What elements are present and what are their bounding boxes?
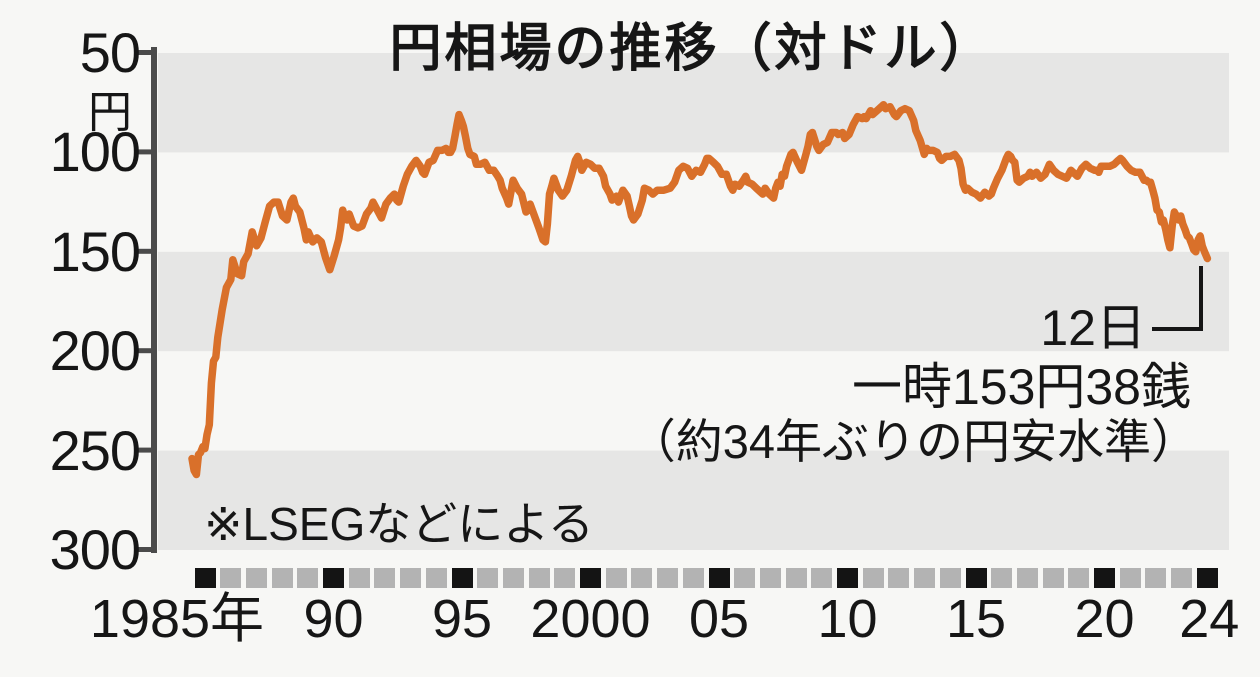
x-axis-tick-label: 10: [817, 589, 878, 649]
y-axis-tick-label: 300: [49, 518, 141, 581]
callout-connector-line: [1152, 266, 1203, 331]
usdjpy-line: [188, 100, 1212, 479]
rate-annotation-line1: 一時153円38銭: [851, 359, 1191, 415]
x-axis-tick-label: 1985年: [89, 589, 265, 649]
timeline-square-minor: [991, 568, 1013, 588]
timeline-square-major: [965, 568, 987, 588]
timeline-square-major: [1094, 568, 1115, 588]
timeline-square-minor: [477, 568, 499, 588]
y-axis-tick-label: 100: [49, 120, 141, 184]
timeline-square-minor: [425, 568, 447, 588]
timeline-square-minor: [271, 568, 293, 588]
timeline-square-major: [708, 568, 730, 588]
timeline-square-minor: [631, 568, 653, 588]
timeline-square-minor: [734, 568, 756, 588]
x-axis-tick-label: 05: [688, 589, 750, 649]
timeline-square-minor: [400, 568, 422, 588]
timeline-square-minor: [528, 568, 550, 588]
chart-title: 円相場の推移（対ドル）: [389, 20, 995, 78]
y-axis-unit-label: 円: [88, 88, 132, 137]
timeline-square-minor: [1171, 568, 1193, 588]
y-axis-tick-label: 200: [49, 319, 141, 383]
timeline-square-major: [323, 568, 344, 588]
timeline-square-major: [194, 568, 216, 588]
background-band: [158, 450, 1229, 550]
timeline-square-minor: [605, 568, 627, 588]
y-axis-tick: [134, 149, 152, 155]
timeline-square-minor: [1016, 568, 1038, 588]
timeline-square-minor: [1119, 568, 1141, 588]
timeline-square-minor: [348, 568, 370, 588]
timeline-square-minor: [759, 568, 781, 588]
y-axis-tick: [134, 50, 152, 55]
timeline-square-minor: [245, 568, 267, 588]
y-axis-tick-label: 150: [49, 219, 141, 283]
timeline-square-minor: [220, 568, 242, 588]
y-axis-line: [151, 47, 157, 553]
timeline-square-minor: [914, 568, 936, 588]
timeline-square-minor: [811, 568, 833, 588]
rate-annotation-line2: （約34年ぶりの円安水準）: [628, 415, 1198, 468]
timeline-square-minor: [502, 568, 524, 588]
timeline-square-minor: [939, 568, 961, 588]
timeline-square-minor: [1042, 568, 1064, 588]
timeline-square-minor: [297, 568, 319, 588]
timeline-square-major: [580, 568, 601, 588]
y-axis-tick-label: 50: [79, 21, 141, 84]
y-axis-tick-label: 250: [49, 418, 141, 482]
timeline-square-minor: [682, 568, 704, 588]
x-axis-tick-label: 15: [945, 589, 1007, 649]
timeline-square-major: [837, 568, 858, 588]
x-axis-tick-label: 24: [1179, 589, 1240, 649]
x-axis-tick-label: 2000: [530, 589, 651, 649]
y-axis-tick: [134, 447, 152, 453]
timeline-square-minor: [862, 568, 884, 588]
timeline-square-minor: [374, 568, 396, 588]
timeline-square-minor: [785, 568, 807, 588]
y-axis-tick: [134, 248, 152, 254]
timeline-square-minor: [1068, 568, 1090, 588]
timeline-square-minor: [657, 568, 679, 588]
timeline-square-minor: [888, 568, 910, 588]
x-axis-tick-label: 20: [1074, 589, 1135, 649]
y-axis-tick: [134, 547, 152, 552]
timeline-square-major: [451, 568, 473, 588]
x-axis-tick-label: 90: [303, 589, 364, 649]
y-axis-tick: [134, 348, 152, 354]
timeline-square-minor: [554, 568, 576, 588]
background-band: [158, 251, 1229, 352]
timeline-square-minor: [1145, 568, 1167, 588]
date-annotation: 12日: [1040, 300, 1146, 356]
source-note: ※LSEGなどによる: [204, 498, 594, 550]
x-axis-tick-label: 95: [431, 589, 493, 649]
timeline-square-major: [1196, 568, 1218, 588]
background-band: [158, 53, 1229, 153]
